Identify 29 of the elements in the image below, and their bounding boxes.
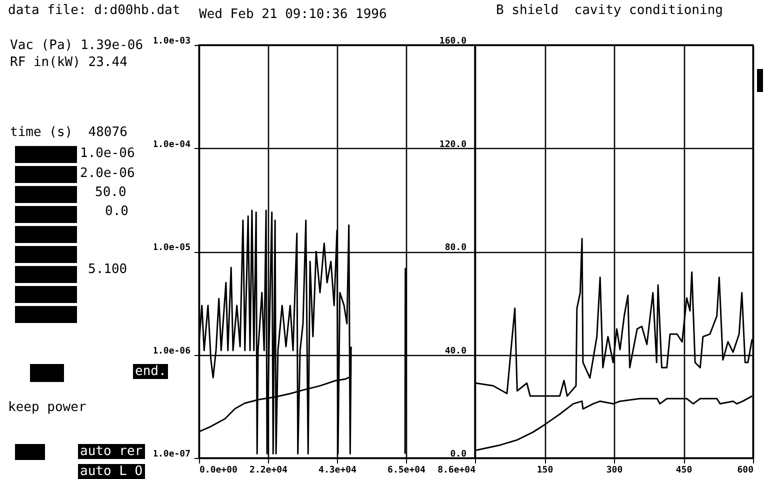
y-tick-label: 80.0: [444, 243, 466, 253]
x-tick-label: 450: [676, 466, 692, 476]
x-tick-label: 6.5e+04: [388, 466, 426, 476]
y-tick-label: 0.0: [450, 450, 466, 460]
x-tick-label: 300: [606, 466, 623, 476]
x-tick-label: 2.2e+04: [250, 466, 288, 476]
text: keep power: [8, 400, 86, 415]
text: 5.100: [88, 262, 128, 277]
x-tick-label: 0.0e+00: [200, 466, 238, 476]
text: RF in(kW) 23.44: [10, 55, 128, 70]
text: 1.0e-06: [80, 146, 135, 161]
x-tick-label: 150: [536, 466, 554, 476]
text: auto rer: [78, 444, 145, 459]
text: data file: d:d00hb.dat: [8, 3, 180, 18]
y-tick-label: 40.0: [444, 346, 466, 356]
text: 50.0: [95, 185, 126, 200]
x-tick-label: 4.3e+04: [318, 466, 358, 476]
text: auto L O: [78, 464, 145, 479]
y-tick-label: 160.0: [439, 36, 466, 46]
text: end.: [133, 364, 168, 379]
y-tick-label: 120.0: [439, 140, 466, 150]
text: B shield cavity conditioning: [496, 3, 723, 18]
text: Wed Feb 21 09:10:36 1996: [199, 7, 387, 22]
x-tick-label: 8.6e+04: [438, 466, 476, 476]
text: 0.0: [105, 204, 128, 219]
text: Vac (Pa) 1.39e-06: [10, 38, 144, 53]
text: time (s) 48076: [10, 125, 128, 140]
x-tick-label: 600: [737, 466, 754, 476]
text: 2.0e-06: [80, 166, 135, 181]
